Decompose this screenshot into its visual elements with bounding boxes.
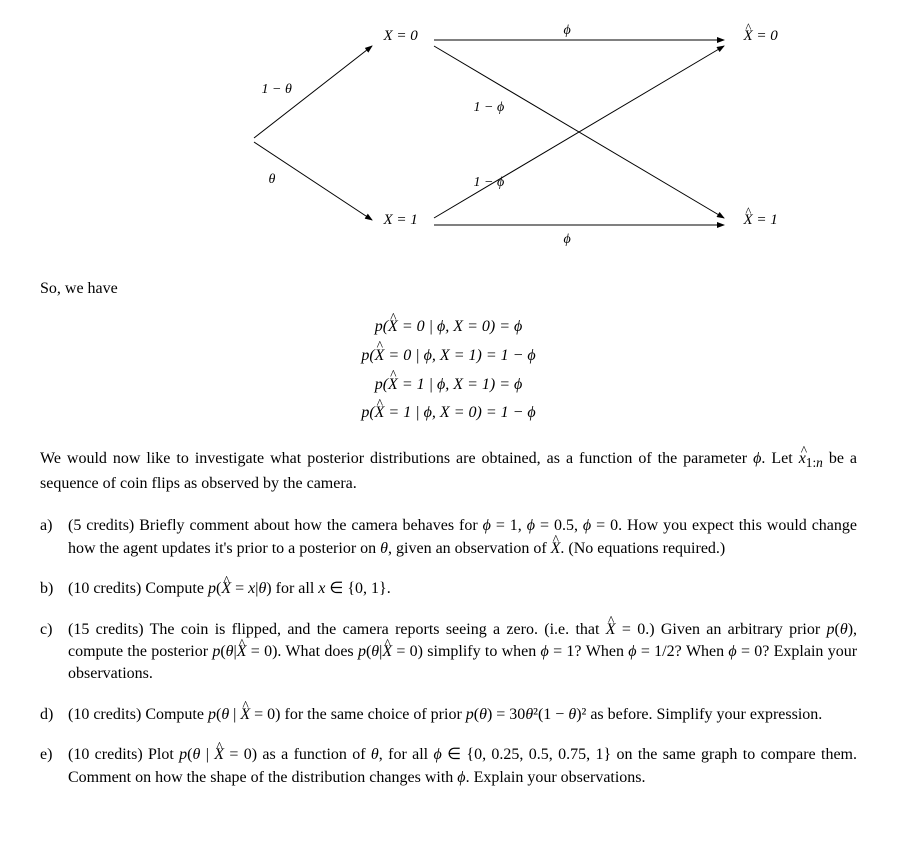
credits-e: (10 credits) [68, 746, 143, 763]
investigation-paragraph: We would now like to investigate what po… [40, 448, 857, 495]
equation-2: p(X = 0 | ϕ, X = 1) = 1 − ϕ [40, 342, 857, 371]
diagram-svg [124, 20, 774, 250]
equation-1: p(X = 0 | ϕ, X = 0) = ϕ [40, 313, 857, 342]
question-e: e) (10 credits) Plot p(θ | X = 0) as a f… [40, 744, 857, 789]
item-label-b: b) [40, 578, 53, 600]
edge-label-one_m_phi_dn: 1 − ϕ [474, 175, 505, 191]
node-x0: X = 0 [384, 28, 418, 45]
item-label-a: a) [40, 515, 52, 537]
question-a: a) (5 credits) Briefly comment about how… [40, 515, 857, 560]
edge-label-phi_top: ϕ [564, 23, 571, 39]
item-label-c: c) [40, 619, 52, 641]
credits-a: (5 credits) [68, 517, 134, 534]
credits-d: (10 credits) [68, 706, 141, 723]
node-x1: X = 1 [384, 212, 418, 229]
item-label-d: d) [40, 704, 53, 726]
probability-tree-diagram: X = 0X = 1X = 0X = 1 θ1 − θϕϕ1 − ϕ1 − ϕ [124, 20, 774, 250]
equation-3: p(X = 1 | ϕ, X = 1) = ϕ [40, 371, 857, 400]
equation-4: p(X = 1 | ϕ, X = 0) = 1 − ϕ [40, 399, 857, 428]
question-list: a) (5 credits) Briefly comment about how… [40, 515, 857, 789]
question-d: d) (10 credits) Compute p(θ | X = 0) for… [40, 704, 857, 726]
equations-block: p(X = 0 | ϕ, X = 0) = ϕ p(X = 0 | ϕ, X =… [40, 313, 857, 428]
intro-text: So, we have [40, 280, 857, 298]
credits-c: (15 credits) [68, 621, 144, 638]
node-xh0: X = 0 [744, 28, 778, 45]
edge-label-one_m_phi_up: 1 − ϕ [474, 100, 505, 116]
question-b: b) (10 credits) Compute p(X = x|θ) for a… [40, 578, 857, 600]
node-xh1: X = 1 [744, 212, 778, 229]
credits-b: (10 credits) [68, 580, 141, 597]
question-c: c) (15 credits) The coin is flipped, and… [40, 619, 857, 686]
item-label-e: e) [40, 744, 52, 766]
edge-label-one_m_theta: 1 − θ [262, 82, 292, 98]
edge-label-theta: θ [269, 172, 276, 188]
edge-label-phi_bot: ϕ [564, 232, 571, 248]
